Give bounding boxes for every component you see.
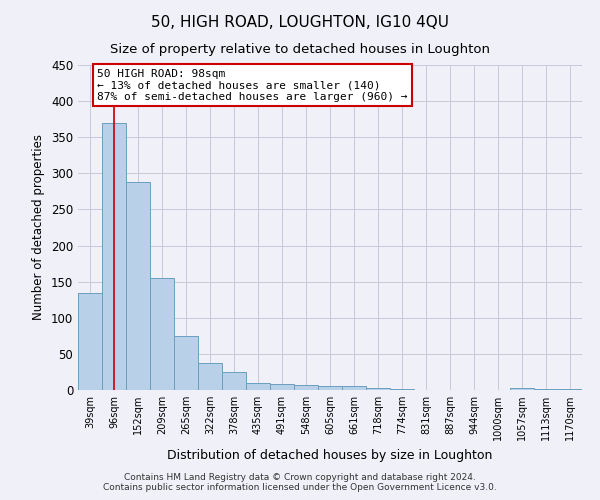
Bar — [270, 384, 294, 390]
Text: 50, HIGH ROAD, LOUGHTON, IG10 4QU: 50, HIGH ROAD, LOUGHTON, IG10 4QU — [151, 15, 449, 30]
Y-axis label: Number of detached properties: Number of detached properties — [32, 134, 46, 320]
Bar — [246, 383, 270, 390]
Bar — [150, 278, 174, 390]
X-axis label: Distribution of detached houses by size in Loughton: Distribution of detached houses by size … — [167, 448, 493, 462]
Bar — [342, 386, 366, 390]
Bar — [318, 386, 342, 390]
Bar — [126, 182, 150, 390]
Bar — [102, 123, 126, 390]
Text: Contains HM Land Registry data © Crown copyright and database right 2024.
Contai: Contains HM Land Registry data © Crown c… — [103, 473, 497, 492]
Bar — [174, 336, 198, 390]
Bar — [366, 388, 390, 390]
Bar — [78, 292, 102, 390]
Bar — [198, 364, 222, 390]
Text: 50 HIGH ROAD: 98sqm
← 13% of detached houses are smaller (140)
87% of semi-detac: 50 HIGH ROAD: 98sqm ← 13% of detached ho… — [97, 68, 408, 102]
Bar — [558, 388, 582, 390]
Text: Size of property relative to detached houses in Loughton: Size of property relative to detached ho… — [110, 42, 490, 56]
Bar — [534, 388, 558, 390]
Bar — [222, 372, 246, 390]
Bar — [294, 385, 318, 390]
Bar — [510, 388, 534, 390]
